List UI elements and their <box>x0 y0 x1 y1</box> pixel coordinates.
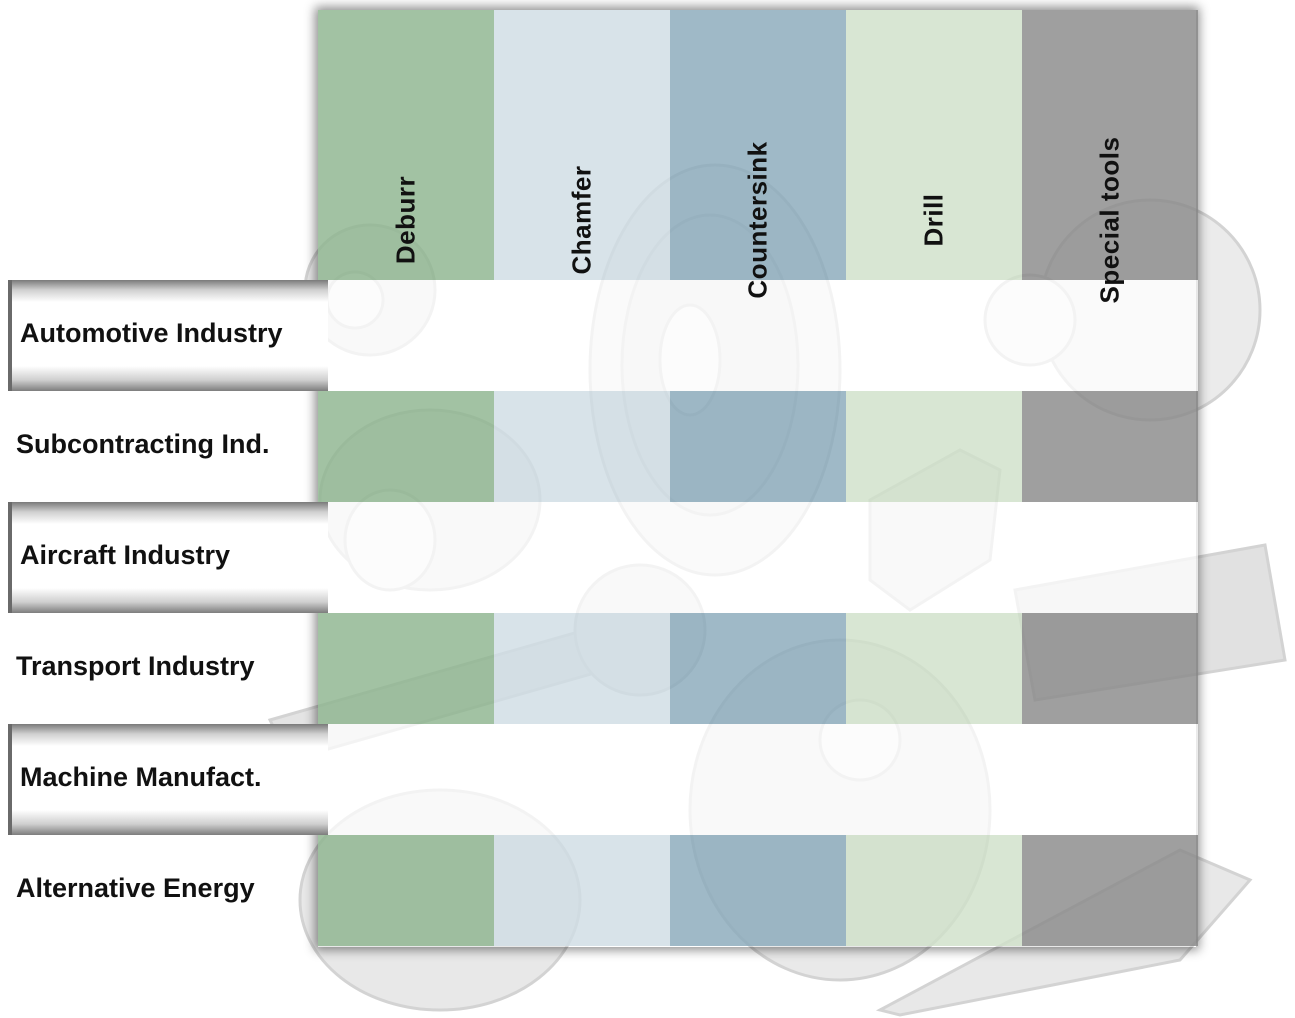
matrix-cell <box>318 502 494 613</box>
row-alternative-energy: Alternative Energy <box>8 835 328 946</box>
matrix-cell <box>494 502 670 613</box>
matrix-cell <box>318 280 494 391</box>
matrix-cell <box>494 391 670 502</box>
row-aircraft-industry: Aircraft Industry <box>8 502 328 613</box>
matrix-cell <box>1022 835 1198 946</box>
row-label: Subcontracting Ind. <box>16 429 270 459</box>
column-label: Special tools <box>1094 136 1125 304</box>
matrix-cell <box>494 613 670 724</box>
column-header-drill <box>846 10 1022 280</box>
matrix-cell <box>1022 613 1198 724</box>
matrix-cell <box>670 391 846 502</box>
matrix-cell <box>1022 280 1198 391</box>
matrix-cell <box>670 835 846 946</box>
column-label: Drill <box>918 193 949 247</box>
matrix-cell <box>494 835 670 946</box>
matrix-cell <box>846 835 1022 946</box>
column-label: Countersink <box>742 141 773 299</box>
matrix-cell <box>670 502 846 613</box>
column-label: Deburr <box>390 175 421 265</box>
row-subcontracting-ind: Subcontracting Ind. <box>8 391 328 502</box>
matrix-cell <box>846 280 1022 391</box>
matrix-cell <box>318 391 494 502</box>
matrix-cell <box>670 280 846 391</box>
matrix-cell <box>1022 391 1198 502</box>
row-transport-industry: Transport Industry <box>8 613 328 724</box>
matrix-cell <box>318 613 494 724</box>
row-machine-manufact: Machine Manufact. <box>8 724 328 835</box>
matrix-cell <box>670 613 846 724</box>
column-header-countersink <box>670 10 846 280</box>
column-label: Chamfer <box>566 165 597 275</box>
matrix-cell <box>494 280 670 391</box>
column-drill: Drill <box>846 10 1022 947</box>
matrix-cell <box>670 724 846 835</box>
row-label: Automotive Industry <box>20 318 283 348</box>
column-special-tools: Special tools <box>1022 10 1198 947</box>
matrix-cell <box>846 502 1022 613</box>
row-automotive-industry: Automotive Industry <box>8 280 328 391</box>
column-header-deburr <box>318 10 494 280</box>
matrix-cell <box>494 724 670 835</box>
application-matrix: Deburr Chamfer Countersink Drill Special… <box>318 10 1198 947</box>
row-label: Transport Industry <box>16 651 255 681</box>
column-header-chamfer <box>494 10 670 280</box>
matrix-cell <box>846 724 1022 835</box>
row-label: Aircraft Industry <box>20 540 231 570</box>
matrix-cell <box>1022 724 1198 835</box>
matrix-cell <box>1022 502 1198 613</box>
row-label: Machine Manufact. <box>20 762 262 792</box>
column-header-special-tools <box>1022 10 1198 280</box>
row-label: Alternative Energy <box>16 873 255 903</box>
column-deburr: Deburr <box>318 10 494 947</box>
matrix-cell <box>846 613 1022 724</box>
column-countersink: Countersink <box>670 10 846 947</box>
matrix-cell <box>318 835 494 946</box>
matrix-cell <box>318 724 494 835</box>
matrix-cell <box>846 391 1022 502</box>
column-chamfer: Chamfer <box>494 10 670 947</box>
